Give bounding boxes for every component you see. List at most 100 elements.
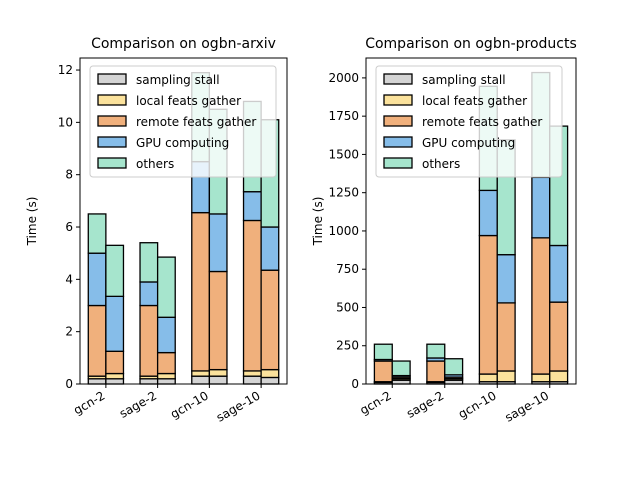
bar-segment: [496, 370, 516, 383]
legend-swatch: [97, 136, 127, 148]
legend-swatch: [97, 94, 127, 106]
legend-swatch: [383, 157, 413, 169]
bar-segment: [478, 189, 498, 237]
y-axis-label: Time (s): [25, 197, 39, 247]
bar-segment: [242, 370, 262, 377]
legend-label: others: [422, 157, 460, 171]
chart-title: Comparison on ogbn-arxiv: [91, 36, 276, 52]
x-tick-label: gcn-10: [168, 388, 211, 421]
bar-segment: [139, 304, 159, 377]
legend-label: GPU computing: [422, 136, 515, 150]
bar-segment: [373, 343, 393, 361]
bar-segment: [496, 254, 516, 304]
bar-segment: [549, 244, 569, 303]
bar-segment: [208, 368, 228, 377]
x-tick-label: gcn-2: [71, 388, 107, 417]
legend-swatch: [97, 115, 127, 127]
y-tick-label: 4: [65, 272, 73, 286]
bar-segment: [208, 270, 228, 371]
bar-segment: [260, 269, 280, 371]
bar-segment: [478, 234, 498, 375]
y-tick-label: 500: [336, 300, 359, 314]
y-tick-label: 6: [65, 220, 73, 234]
legend-swatch: [97, 73, 127, 85]
bar-segment: [191, 375, 211, 385]
bar-segment: [87, 304, 107, 377]
chart-title: Comparison on ogbn-products: [365, 36, 577, 52]
bar-segment: [444, 358, 464, 376]
legend-box: [89, 65, 277, 178]
bar-segment: [87, 252, 107, 307]
x-tick-label: sage-2: [404, 388, 446, 420]
bar-segment: [105, 350, 125, 375]
y-tick-label: 0: [65, 377, 73, 391]
bar-segment: [156, 372, 176, 380]
legend-label: sampling stall: [422, 73, 506, 87]
bar-segment: [260, 376, 280, 385]
bar-segment: [156, 256, 176, 318]
bar-segment: [549, 301, 569, 372]
legend: sampling stall local feats gather remote f…: [375, 65, 563, 178]
y-tick-label: 8: [65, 168, 73, 182]
x-tick-label: sage-10: [502, 388, 551, 424]
bar-segment: [105, 378, 125, 385]
legend-label: remote feats gather: [136, 115, 256, 129]
y-axis-label: Time (s): [311, 197, 325, 247]
bar-segment: [139, 281, 159, 307]
legend-label: sampling stall: [136, 73, 220, 87]
legend-swatch: [383, 94, 413, 106]
bar-segment: [496, 302, 516, 372]
bar-segment: [208, 375, 228, 385]
axes-frame: [79, 57, 288, 385]
bar-segment: [87, 213, 107, 254]
y-tick-label: 1750: [328, 109, 359, 123]
y-tick-label: 1000: [328, 224, 359, 238]
x-tick-label: gcn-10: [456, 388, 499, 421]
legend-label: local feats gather: [136, 94, 241, 108]
bar-segment: [426, 360, 446, 383]
bar-segment: [105, 372, 125, 380]
bar-segment: [156, 378, 176, 385]
x-tick-label: sage-2: [117, 388, 159, 420]
bar-segment: [87, 378, 107, 385]
legend-label: GPU computing: [136, 136, 229, 150]
bar-segment: [260, 368, 280, 379]
legend: sampling stall local feats gather remote f…: [89, 65, 277, 178]
bar-segment: [549, 370, 569, 383]
legend-swatch: [383, 73, 413, 85]
y-tick-label: 750: [336, 262, 359, 276]
bar-segment: [531, 237, 551, 375]
bar-segment: [139, 242, 159, 283]
bar-segment: [191, 211, 211, 372]
y-tick-label: 12: [58, 63, 73, 77]
bar-segment: [531, 176, 551, 239]
legend-label: local feats gather: [422, 94, 527, 108]
bar-segment: [242, 191, 262, 222]
bar-segment: [242, 375, 262, 385]
legend-swatch: [97, 157, 127, 169]
y-tick-label: 1250: [328, 186, 359, 200]
y-tick-label: 2000: [328, 71, 359, 85]
bar-segment: [260, 226, 280, 271]
bar-segment: [531, 373, 551, 383]
legend-swatch: [383, 115, 413, 127]
y-tick-label: 1500: [328, 147, 359, 161]
bar-segment: [208, 213, 228, 273]
x-tick-label: gcn-2: [357, 388, 393, 417]
axes-frame: [365, 57, 577, 385]
bar-segment: [139, 378, 159, 385]
bar-segment: [105, 295, 125, 352]
bar-segment: [242, 219, 262, 372]
bar-segment: [391, 360, 411, 377]
bar-segment: [478, 373, 498, 383]
bar-segment: [156, 316, 176, 354]
y-tick-label: 10: [58, 115, 73, 129]
bar-segment: [426, 343, 446, 359]
bar-segment: [191, 370, 211, 377]
bar-segment: [105, 244, 125, 298]
bar-segment: [373, 360, 393, 383]
x-tick-label: sage-10: [214, 388, 263, 424]
y-tick-label: 250: [336, 339, 359, 353]
legend-label: remote feats gather: [422, 115, 542, 129]
